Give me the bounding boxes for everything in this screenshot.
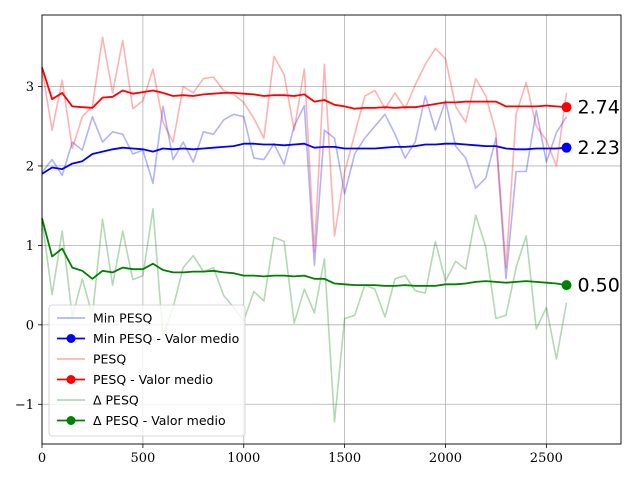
min-pesq-valor-medio-end-label: 2.23 (578, 137, 620, 159)
y-tick-label: 0 (26, 318, 34, 333)
legend-label: Δ PESQ (93, 393, 139, 408)
legend-label: PESQ (93, 352, 126, 367)
legend-label: Min PESQ - Valor medio (93, 331, 239, 346)
plot-frame (41, 14, 622, 445)
pesq-valor-medio-end-marker (561, 102, 572, 113)
x-tick-label: 500 (130, 451, 155, 466)
legend-box (48, 304, 246, 437)
legend-marker (66, 375, 76, 384)
y-tick-label: 2 (26, 159, 34, 174)
end-markers (561, 102, 572, 291)
pesq-line (41, 36, 568, 269)
legend-label: Min PESQ (93, 311, 153, 326)
legend-label: Δ PESQ - Valor medio (93, 413, 226, 428)
legend-marker (66, 416, 76, 425)
min-pesq-valor-medio-line (41, 142, 567, 175)
legend-label: PESQ - Valor medio (93, 372, 213, 387)
y-tick-label: −1 (15, 398, 34, 413)
x-axis: 0 500 1000 1500 2000 2500 (38, 444, 563, 466)
pesq-valor-medio-end-label: 0.50 (578, 275, 620, 297)
pesq-valor-medio-end-marker (561, 280, 572, 291)
x-tick-label: 1500 (328, 451, 361, 466)
data-lines (41, 36, 568, 423)
legend-marker (66, 334, 76, 343)
legend: Min PESQ Min PESQ - Valor medio PESQ PESQ -… (48, 304, 246, 437)
x-tick-label: 1000 (227, 451, 260, 466)
min-pesq-line (41, 95, 568, 280)
pesq-valor-medio-line (41, 67, 567, 110)
x-tick-label: 2500 (530, 451, 563, 466)
y-axis: −1 0 1 2 3 (15, 80, 42, 413)
y-tick-label: 1 (26, 239, 34, 254)
min-pesq-valor-medio-end-marker (561, 142, 572, 153)
pesq-valor-medio-end-label: 2.74 (578, 97, 620, 119)
end-value-labels: 2.74 2.23 0.50 (578, 97, 620, 297)
x-tick-label: 2000 (429, 451, 462, 466)
x-tick-label: 0 (38, 451, 46, 466)
pesq-line (41, 208, 568, 423)
pesq-valor-medio-line (41, 218, 567, 287)
y-tick-label: 3 (26, 80, 34, 95)
